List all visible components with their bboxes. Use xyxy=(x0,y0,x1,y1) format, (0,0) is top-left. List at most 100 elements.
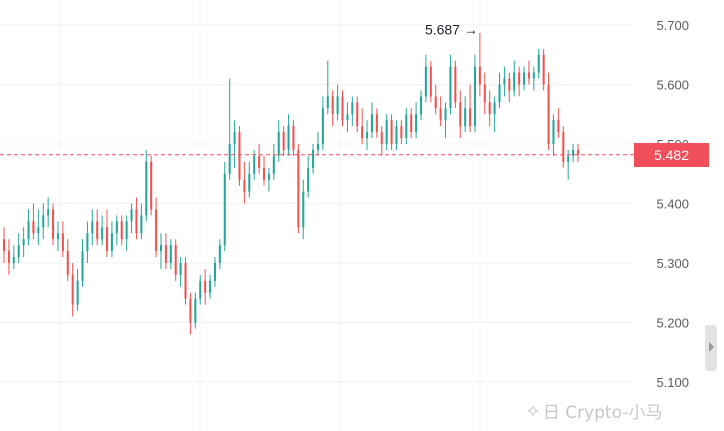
candle-body xyxy=(258,155,261,168)
candle-body xyxy=(22,239,25,246)
candle-body xyxy=(159,245,163,252)
candle-body xyxy=(478,66,481,85)
candle-body xyxy=(488,102,491,115)
candle-body xyxy=(228,144,231,174)
y-tick-label: 5.400 xyxy=(656,197,689,212)
candle-body xyxy=(253,155,256,174)
candle-body xyxy=(155,209,158,252)
candle-body xyxy=(523,72,526,85)
candle-body xyxy=(81,251,84,281)
candle-body xyxy=(503,78,506,85)
candle-body xyxy=(336,96,339,115)
candle-body xyxy=(135,209,138,234)
candle-body xyxy=(390,120,393,144)
candle-body xyxy=(66,251,69,275)
candle-body xyxy=(459,102,462,127)
candle-body xyxy=(272,155,275,174)
candle-body xyxy=(47,209,50,216)
candle-body xyxy=(424,66,427,97)
candle-body xyxy=(567,155,570,162)
y-tick-label: 5.600 xyxy=(656,78,689,93)
candle-body xyxy=(262,167,266,180)
candle-body xyxy=(493,102,496,115)
candle-body xyxy=(302,191,305,228)
candle-body xyxy=(419,96,423,115)
candle-body xyxy=(213,263,216,281)
candle-body xyxy=(120,221,123,240)
candle-body xyxy=(542,54,545,85)
candle-body xyxy=(562,132,565,162)
candle-body xyxy=(179,263,182,275)
candle-body xyxy=(110,233,113,252)
candle-body xyxy=(37,227,40,234)
candle-body xyxy=(380,132,383,144)
candle-body xyxy=(209,280,212,293)
candle-body xyxy=(366,132,369,139)
candle-body xyxy=(32,221,35,234)
candle-body xyxy=(454,66,457,103)
candle-body xyxy=(189,298,192,323)
candle-body xyxy=(292,126,295,150)
candle-body xyxy=(125,221,128,240)
candle-body xyxy=(370,114,373,133)
chevron-right-icon[interactable] xyxy=(709,342,714,352)
candle-body xyxy=(385,120,388,144)
scrollbar[interactable] xyxy=(705,325,717,371)
watermark: ⟡ 日 Crypto-小马 xyxy=(527,397,663,423)
candle-body xyxy=(341,96,344,121)
candle-body xyxy=(145,161,148,216)
candle-body xyxy=(449,66,452,109)
y-tick-label: 5.200 xyxy=(656,316,689,331)
candle-body xyxy=(86,233,89,252)
candle-body xyxy=(199,280,202,299)
candle-body xyxy=(483,84,486,103)
candle-body xyxy=(204,280,207,293)
candle-body xyxy=(71,274,74,305)
candle-body xyxy=(464,108,467,127)
candle-body xyxy=(27,221,30,240)
watermark-text: 日 Crypto-小马 xyxy=(542,402,663,423)
candle-body xyxy=(537,54,540,73)
candle-body xyxy=(331,96,334,115)
current-price-label: 5.482 xyxy=(634,143,709,167)
candle-body xyxy=(130,209,133,222)
candle-body xyxy=(287,126,290,150)
candle-body xyxy=(547,84,550,144)
candle-body xyxy=(282,132,285,150)
candle-body xyxy=(140,215,143,234)
candle-body xyxy=(395,126,398,144)
candle-body xyxy=(307,167,310,192)
candle-body xyxy=(532,72,535,79)
candle-body xyxy=(12,257,15,263)
candle-body xyxy=(444,108,447,121)
candle-body xyxy=(277,132,280,156)
candle-body xyxy=(375,114,378,133)
candle-body xyxy=(576,149,580,155)
candle-body xyxy=(233,132,236,144)
candle-body xyxy=(56,233,59,240)
candle-body xyxy=(434,96,437,109)
high-price-annotation: 5.687 → xyxy=(425,22,478,38)
candle-body xyxy=(194,298,197,323)
candle-body xyxy=(321,108,324,144)
candle-body xyxy=(243,179,246,192)
candle-body xyxy=(498,84,501,103)
candle-body xyxy=(2,239,6,252)
candle-body xyxy=(473,66,477,127)
candle-body xyxy=(218,245,221,263)
candle-body xyxy=(115,221,118,234)
candle-body xyxy=(91,221,94,234)
y-tick-label: 5.300 xyxy=(656,256,689,271)
candle-body xyxy=(508,78,511,91)
candle-body xyxy=(405,114,408,139)
candle-body xyxy=(150,161,153,210)
candle-body xyxy=(312,149,315,168)
candle-body xyxy=(361,126,364,139)
candle-body xyxy=(400,126,403,139)
candle-body xyxy=(557,120,560,133)
candle-body xyxy=(429,66,432,97)
candle-body xyxy=(346,114,349,121)
candle-body xyxy=(169,245,172,263)
candle-body xyxy=(415,114,418,133)
